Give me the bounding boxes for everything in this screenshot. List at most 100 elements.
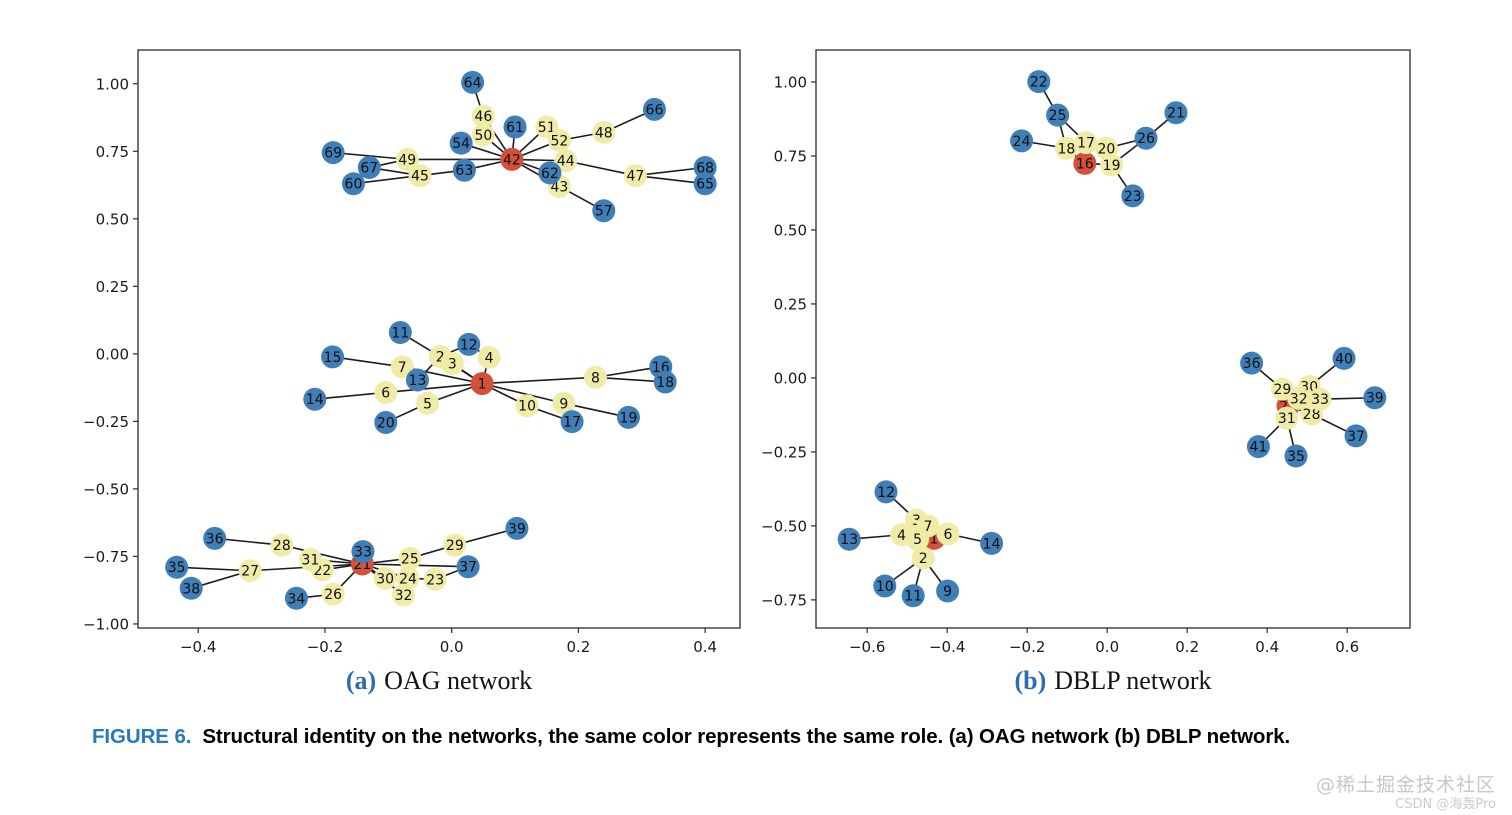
node-a-46 [471,104,495,128]
node-label-b-32: 32 [1290,391,1308,407]
node-a-4 [477,345,501,369]
node-a-28 [270,533,294,557]
node-a-29 [443,533,467,557]
node-label-a-4: 4 [485,350,494,366]
node-label-a-48: 48 [595,125,613,141]
node-a-52 [547,128,571,152]
figure-caption-text: Structural identity on the networks, the… [202,725,1291,748]
node-b-10 [873,574,897,598]
node-b-32 [1287,386,1311,410]
node-a-13 [405,368,429,392]
y-tick-label: 0.75 [96,143,129,161]
node-label-a-36: 36 [206,531,224,547]
node-a-15 [321,345,345,369]
node-a-33 [351,540,375,564]
node-label-a-50: 50 [474,128,492,144]
node-b-2 [911,546,935,570]
node-b-39 [1363,386,1387,410]
node-b-25 [1046,103,1070,127]
node-b-24 [1010,129,1034,153]
x-tick-label: 0.2 [1175,638,1199,656]
node-label-a-8: 8 [591,370,600,386]
node-a-20 [374,410,398,434]
node-b-26 [1134,126,1158,150]
node-a-7 [390,355,414,379]
node-a-6 [374,380,398,404]
node-label-b-40: 40 [1335,351,1353,367]
node-label-b-31: 31 [1278,411,1296,427]
node-b-20 [1094,136,1118,160]
node-a-18 [653,370,677,394]
node-label-b-1: 1 [930,531,939,547]
edge-8-18 [595,376,666,383]
node-a-9 [552,391,576,415]
watermark-community: @稀土掘金技术社区 [1315,774,1496,796]
node-label-a-15: 15 [324,350,342,366]
node-label-b-6: 6 [944,527,953,543]
edge-44-47 [565,159,636,177]
y-tick-label: 0.00 [774,369,807,387]
figure-caption-tag: FIGURE 6. [92,725,192,748]
node-b-40 [1332,346,1356,370]
edge-1-8 [482,376,596,385]
node-a-34 [284,586,308,610]
node-a-35 [165,555,189,579]
node-a-11 [388,321,412,345]
node-b-23 [1121,184,1145,208]
node-a-27 [238,559,262,583]
node-label-a-63: 63 [455,163,473,179]
node-b-33 [1308,387,1332,411]
node-label-a-25: 25 [401,551,419,567]
node-b-41 [1246,435,1270,459]
node-a-3 [440,352,464,376]
y-tick-label: 1.00 [774,73,807,91]
node-label-a-11: 11 [391,326,409,342]
node-label-a-10: 10 [518,399,536,415]
node-label-a-39: 39 [508,521,526,537]
x-tick-label: 0.0 [1095,638,1119,656]
node-label-a-17: 17 [563,415,581,431]
node-label-a-3: 3 [448,357,457,373]
subcaption-b: (b) DBLP network [816,666,1410,696]
node-label-b-39: 39 [1366,391,1384,407]
node-label-a-30: 30 [376,571,394,587]
node-b-21 [1164,101,1188,125]
node-b-12 [874,480,898,504]
edge-6-1 [385,382,483,394]
node-a-49 [395,147,419,171]
node-label-a-51: 51 [538,120,556,136]
y-tick-label: 0.50 [96,210,129,228]
y-tick-label: 0.50 [774,221,807,239]
y-tick-label: −0.25 [83,413,129,431]
node-a-12 [457,332,481,356]
node-b-9 [936,579,960,603]
y-tick-label: −0.50 [761,517,807,535]
node-label-a-27: 27 [241,564,259,580]
node-label-a-64: 64 [464,75,482,91]
y-tick-label: −0.75 [83,548,129,566]
node-label-a-44: 44 [557,154,575,170]
x-tick-label: 0.4 [1255,638,1279,656]
node-label-a-65: 65 [696,177,714,193]
node-label-b-26: 26 [1137,131,1155,147]
node-label-a-34: 34 [288,591,306,607]
y-tick-label: 0.25 [774,295,807,313]
node-label-b-2: 2 [919,551,928,567]
node-label-a-45: 45 [411,169,429,185]
node-label-a-13: 13 [409,373,427,389]
node-label-b-35: 35 [1287,449,1305,465]
node-a-61 [503,115,527,139]
node-a-36 [203,526,227,550]
node-label-a-31: 31 [301,552,319,568]
node-a-37 [456,555,480,579]
node-a-10 [515,394,539,418]
edge-47-68 [635,166,706,177]
edge-28-21 [281,544,363,565]
y-tick-label: 1.00 [96,75,129,93]
node-label-a-54: 54 [452,136,470,152]
node-label-b-36: 36 [1243,356,1261,372]
node-label-a-47: 47 [627,169,645,185]
node-label-a-18: 18 [656,375,674,391]
node-label-b-16: 16 [1076,156,1094,172]
